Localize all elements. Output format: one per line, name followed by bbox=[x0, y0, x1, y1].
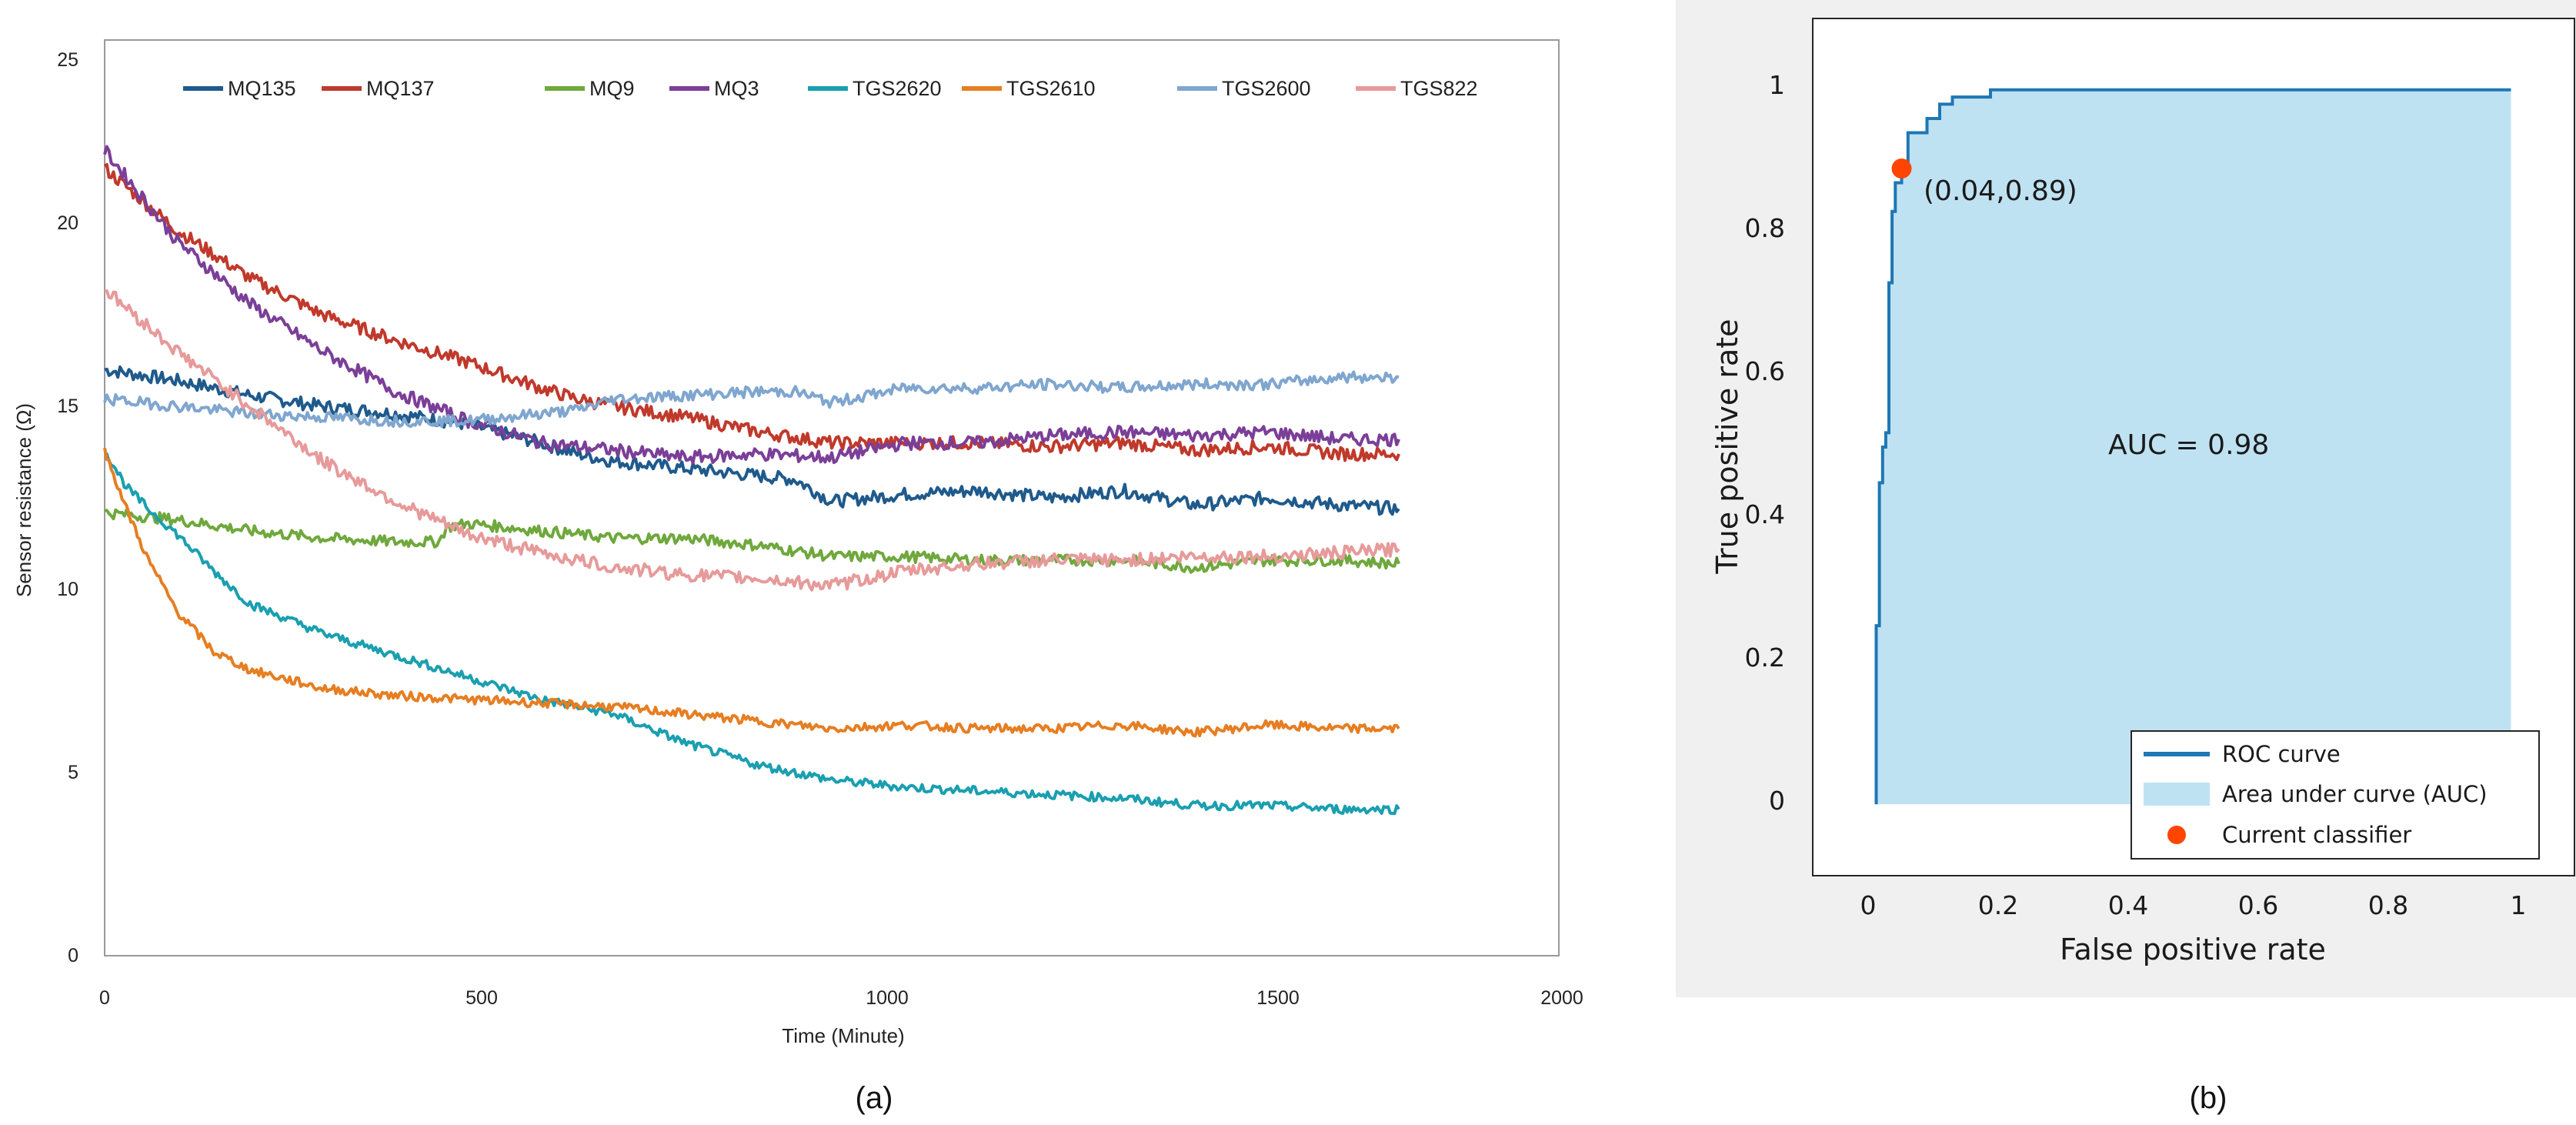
chart-b-xtick: 0.4 bbox=[2108, 890, 2148, 920]
chart-a-ytick: 15 bbox=[57, 396, 78, 417]
series-line-tgs2610 bbox=[103, 447, 1400, 738]
panel-label-b: (b) bbox=[2190, 1081, 2227, 1115]
chart-a-ytick: 10 bbox=[57, 579, 78, 600]
legend-label-mq9: MQ9 bbox=[589, 77, 635, 100]
auc-area bbox=[1876, 89, 2511, 805]
chart-a-xtick: 2000 bbox=[1540, 987, 1583, 1009]
chart-b-ytick: 1 bbox=[1769, 70, 1785, 100]
chart-a: 0 5 10 15 20 25 0 500 1000 1500 2000 Tim… bbox=[12, 39, 1583, 1115]
chart-b-xtick: 0 bbox=[1860, 890, 1877, 920]
chart-a-legend: MQ135 MQ137 MQ9 MQ3 TGS2620 TGS2610 TGS2… bbox=[183, 77, 1478, 100]
series-line-mq135 bbox=[104, 365, 1400, 516]
legend-label-tgs2620: TGS2620 bbox=[853, 77, 942, 100]
chart-a-xtick: 500 bbox=[465, 987, 498, 1009]
chart-a-ytick: 25 bbox=[57, 49, 78, 71]
panel-label-a: (a) bbox=[856, 1081, 893, 1115]
chart-b-ytick: 0.6 bbox=[1745, 356, 1785, 386]
chart-b-xlabel: False positive rate bbox=[2060, 933, 2326, 966]
chart-a-ytick: 5 bbox=[68, 762, 78, 783]
current-classifier-point bbox=[1891, 159, 1912, 179]
chart-b-xtick: 0.2 bbox=[1978, 890, 2018, 920]
chart-b-ytick: 0 bbox=[1769, 786, 1785, 816]
series-line-tgs2600 bbox=[103, 370, 1400, 429]
chart-b-ytick: 0.2 bbox=[1745, 643, 1785, 673]
chart-b-ylabel: True positive rate bbox=[1710, 319, 1744, 574]
auc-label: AUC = 0.98 bbox=[2108, 429, 2269, 461]
chart-a-ytick: 20 bbox=[57, 212, 78, 234]
legend-label-tgs2610: TGS2610 bbox=[1006, 77, 1096, 100]
chart-a-xlabel: Time (Minute) bbox=[782, 1024, 904, 1047]
chart-b: 0 0.2 0.4 0.6 0.8 1 0 0.2 0.4 0.6 0.8 1 … bbox=[1676, 0, 2576, 1115]
chart-b-ytick: 0.4 bbox=[1745, 499, 1785, 529]
chart-a-ylabel: Sensor resistance (Ω) bbox=[12, 403, 35, 597]
legend-label-auc: Area under curve (AUC) bbox=[2222, 781, 2488, 807]
roc-curve-line bbox=[1874, 88, 2511, 805]
legend-label-classifier: Current classifier bbox=[2222, 822, 2411, 848]
chart-b-ytick: 0.8 bbox=[1745, 213, 1785, 243]
chart-a-series-group bbox=[103, 145, 1400, 816]
series-line-mq3 bbox=[103, 145, 1400, 465]
chart-b-xtick: 0.6 bbox=[2238, 890, 2278, 920]
chart-a-plot-frame bbox=[104, 39, 1560, 956]
chart-a-ytick: 0 bbox=[68, 945, 78, 966]
chart-a-xtick: 1000 bbox=[866, 987, 909, 1009]
legend-label-roc: ROC curve bbox=[2222, 741, 2341, 767]
series-line-tgs822 bbox=[104, 289, 1400, 592]
series-line-tgs2620 bbox=[104, 452, 1400, 816]
legend-label-mq3: MQ3 bbox=[714, 77, 759, 100]
legend-label-mq135: MQ135 bbox=[228, 77, 296, 100]
legend-swatch-auc bbox=[2144, 783, 2210, 806]
chart-a-xtick: 0 bbox=[99, 987, 110, 1009]
chart-a-xtick: 1500 bbox=[1256, 987, 1300, 1009]
legend-swatch-classifier bbox=[2167, 826, 2186, 844]
legend-label-tgs822: TGS822 bbox=[1400, 77, 1478, 100]
legend-label-mq137: MQ137 bbox=[366, 77, 435, 100]
legend-label-tgs2600: TGS2600 bbox=[1222, 77, 1311, 100]
chart-b-xtick: 1 bbox=[2511, 890, 2527, 920]
series-line-mq137 bbox=[103, 162, 1400, 462]
series-line-mq9 bbox=[104, 508, 1400, 574]
chart-b-legend: ROC curve Area under curve (AUC) Current… bbox=[2131, 730, 2540, 860]
chart-b-series-group bbox=[1874, 88, 2511, 805]
chart-b-xtick: 0.8 bbox=[2368, 890, 2408, 920]
current-classifier-label: (0.04,0.89) bbox=[1924, 175, 2077, 207]
